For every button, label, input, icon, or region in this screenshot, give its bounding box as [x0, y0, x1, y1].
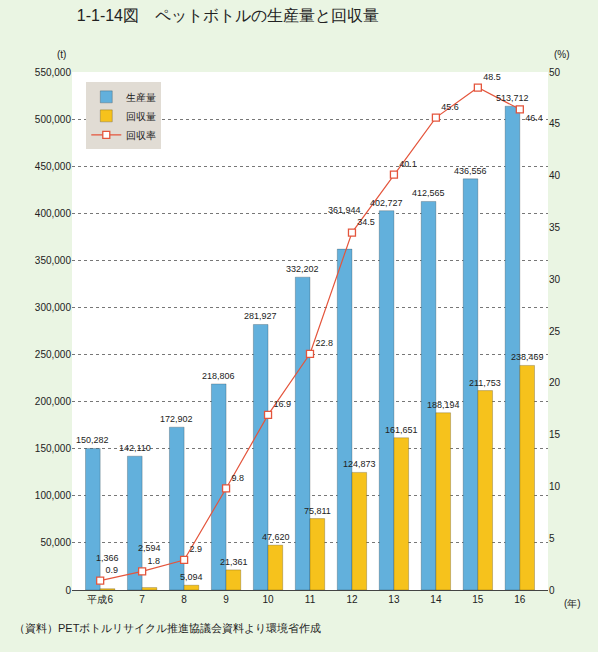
svg-text:350,000: 350,000: [35, 255, 72, 266]
svg-text:8: 8: [181, 594, 187, 605]
svg-text:46.4: 46.4: [525, 113, 543, 123]
svg-text:500,000: 500,000: [35, 114, 72, 125]
svg-text:40: 40: [549, 170, 561, 181]
svg-text:13: 13: [388, 594, 400, 605]
svg-text:(年): (年): [564, 598, 581, 609]
svg-text:5,094: 5,094: [180, 572, 203, 582]
svg-text:45: 45: [549, 118, 561, 129]
svg-text:188,194: 188,194: [427, 400, 460, 410]
svg-text:250,000: 250,000: [35, 349, 72, 360]
svg-text:35: 35: [549, 222, 561, 233]
svg-text:150,282: 150,282: [76, 435, 109, 445]
svg-text:332,202: 332,202: [286, 264, 319, 274]
svg-text:14: 14: [430, 594, 442, 605]
svg-text:7: 7: [139, 594, 145, 605]
svg-text:9.8: 9.8: [231, 473, 244, 483]
svg-text:436,556: 436,556: [454, 166, 487, 176]
svg-text:100,000: 100,000: [35, 490, 72, 501]
svg-text:238,469: 238,469: [511, 352, 544, 362]
svg-text:402,727: 402,727: [370, 198, 403, 208]
svg-text:22.8: 22.8: [315, 338, 333, 348]
svg-text:211,753: 211,753: [469, 378, 501, 388]
svg-text:25: 25: [549, 326, 561, 337]
svg-text:回収率: 回収率: [126, 130, 156, 141]
svg-text:200,000: 200,000: [35, 396, 72, 407]
svg-text:1,366: 1,366: [96, 553, 119, 563]
svg-text:45.6: 45.6: [441, 102, 459, 112]
svg-text:2.9: 2.9: [189, 544, 202, 554]
svg-text:9: 9: [223, 594, 229, 605]
svg-text:161,651: 161,651: [385, 425, 418, 435]
svg-text:30: 30: [549, 274, 561, 285]
svg-text:0: 0: [65, 585, 71, 596]
svg-text:450,000: 450,000: [35, 161, 72, 172]
svg-text:平成6: 平成6: [87, 594, 113, 605]
svg-text:21,361: 21,361: [220, 557, 248, 567]
svg-text:（資料）PETボトルリサイクル推進協議会資料より環境省作成: （資料）PETボトルリサイクル推進協議会資料より環境省作成: [14, 622, 321, 634]
svg-text:218,806: 218,806: [202, 371, 235, 381]
svg-text:10: 10: [262, 594, 274, 605]
svg-text:124,873: 124,873: [343, 459, 376, 469]
svg-text:281,927: 281,927: [244, 311, 277, 321]
svg-text:15: 15: [472, 594, 484, 605]
svg-text:50: 50: [549, 67, 561, 78]
svg-text:2,594: 2,594: [138, 543, 161, 553]
svg-text:412,565: 412,565: [412, 188, 445, 198]
svg-text:50,000: 50,000: [40, 537, 71, 548]
svg-text:(t): (t): [57, 49, 66, 60]
svg-text:150,000: 150,000: [35, 443, 72, 454]
svg-text:16.9: 16.9: [273, 399, 291, 409]
svg-text:11: 11: [305, 594, 316, 605]
svg-text:142,110: 142,110: [119, 443, 151, 453]
svg-text:361,944: 361,944: [328, 205, 361, 215]
svg-text:0.9: 0.9: [106, 565, 119, 575]
svg-text:1-1-14図 ペットボトルの生産量と回収量: 1-1-14図 ペットボトルの生産量と回収量: [77, 7, 379, 24]
svg-text:10: 10: [549, 481, 561, 492]
svg-text:12: 12: [346, 594, 358, 605]
svg-text:1.8: 1.8: [148, 556, 161, 566]
svg-text:48.5: 48.5: [483, 72, 501, 82]
svg-text:16: 16: [514, 594, 526, 605]
svg-text:513,712: 513,712: [496, 93, 529, 103]
svg-text:47,620: 47,620: [262, 532, 290, 542]
svg-text:0: 0: [549, 585, 555, 596]
svg-text:(%): (%): [554, 49, 570, 60]
svg-text:15: 15: [549, 429, 561, 440]
svg-text:34.5: 34.5: [357, 217, 375, 227]
svg-text:40.1: 40.1: [399, 159, 417, 169]
svg-text:400,000: 400,000: [35, 208, 72, 219]
svg-text:生産量: 生産量: [126, 92, 156, 103]
svg-text:75,811: 75,811: [304, 506, 331, 516]
svg-text:5: 5: [549, 533, 555, 544]
svg-text:550,000: 550,000: [35, 67, 72, 78]
svg-text:20: 20: [549, 377, 561, 388]
svg-text:300,000: 300,000: [35, 302, 72, 313]
svg-text:172,902: 172,902: [160, 414, 193, 424]
svg-text:回収量: 回収量: [126, 111, 156, 122]
